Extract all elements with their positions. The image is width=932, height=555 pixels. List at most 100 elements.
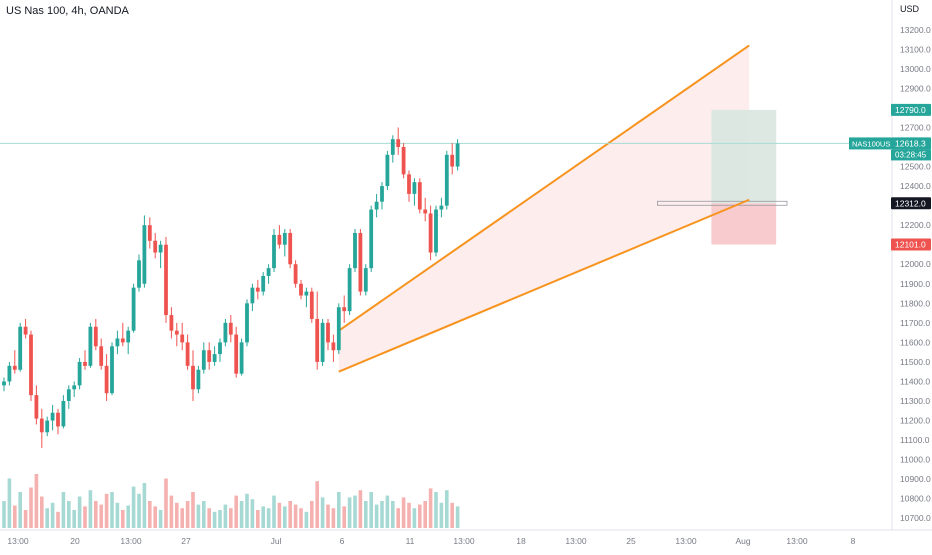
candle-body	[299, 283, 303, 296]
volume-bar	[315, 481, 319, 528]
candle-body	[158, 244, 163, 253]
volume-bar	[99, 504, 103, 528]
volume-bar	[293, 504, 298, 528]
volume-bar	[277, 502, 282, 528]
candle-body	[191, 365, 195, 390]
volume-bar	[67, 501, 71, 528]
volume-bar	[310, 501, 314, 528]
volume-bar	[283, 506, 287, 528]
volume-bar	[380, 501, 384, 528]
volume-bar	[2, 501, 6, 528]
volume-bar	[137, 493, 141, 528]
entry-price-label: 12312.0	[895, 198, 926, 208]
x-tick-label: 27	[181, 536, 191, 546]
candle-body	[347, 268, 352, 312]
volume-bar	[250, 499, 255, 528]
candle-body	[434, 209, 438, 253]
candle-body	[369, 209, 374, 269]
x-tick-label: 11	[406, 536, 415, 546]
volume-bar	[288, 501, 292, 528]
volume-bar	[115, 502, 120, 528]
candle-body	[336, 307, 341, 351]
candle-body	[201, 350, 206, 370]
volume-bar	[148, 501, 152, 528]
y-tick-label: 11500.0	[900, 357, 930, 367]
y-tick-label: 11000.0	[900, 455, 930, 465]
volume-bar	[396, 508, 400, 528]
volume-bar	[169, 495, 174, 528]
symbol-tag-label: NAS100USD	[852, 139, 896, 148]
channel-fill	[338, 45, 750, 372]
y-tick-label: 12700.0	[900, 122, 931, 132]
candle-body	[39, 418, 44, 433]
volume-bar	[412, 508, 417, 528]
candle-body	[174, 330, 179, 335]
candle-body	[66, 389, 71, 401]
candle-body	[401, 147, 406, 175]
entry-price-badge	[891, 197, 931, 210]
y-tick-label: 12500.0	[900, 162, 931, 172]
volume-bar	[304, 511, 309, 528]
x-tick-label: 13:00	[786, 536, 808, 546]
candle-body	[309, 291, 314, 319]
candle-body	[439, 205, 444, 210]
candle-body	[93, 326, 98, 347]
volume-bar	[153, 506, 157, 528]
volume-bar	[40, 496, 44, 528]
volume-bar	[29, 487, 33, 528]
candle-body	[153, 240, 158, 253]
volume-bar	[13, 505, 17, 528]
y-tick-label: 11300.0	[900, 396, 930, 406]
candle-body	[99, 346, 104, 366]
volume-bar	[202, 501, 206, 528]
current-price-badge	[891, 137, 931, 150]
candle-body	[353, 232, 357, 269]
y-tick-label: 12400.0	[900, 181, 931, 191]
candle-body	[45, 420, 50, 433]
x-tick-label: Jul	[271, 536, 282, 546]
volume-bar	[104, 493, 109, 528]
volume-bar	[121, 510, 125, 528]
candle-body	[2, 381, 6, 386]
volume-bar	[331, 508, 336, 528]
volume-bar	[158, 510, 163, 528]
volume-bar	[34, 474, 39, 528]
x-tick-label: 20	[70, 536, 80, 546]
candle-body	[282, 232, 287, 245]
volume-bar	[18, 492, 22, 528]
volume-bar	[45, 508, 49, 528]
volume-bar	[94, 501, 98, 528]
volume-bar	[126, 505, 130, 528]
volume-bar	[131, 486, 136, 528]
take-profit-zone	[711, 109, 777, 204]
candle-body	[266, 268, 271, 276]
candle-body	[23, 326, 28, 335]
candle-body	[180, 334, 185, 343]
candle-body	[315, 318, 320, 362]
candle-body	[396, 139, 401, 147]
symbol-tag-badge	[849, 137, 891, 150]
volume-bar	[374, 504, 379, 528]
x-tick-label: 18	[516, 536, 526, 546]
volume-bar	[61, 492, 66, 528]
volume-bar	[50, 502, 55, 528]
y-tick-label: 13100.0	[900, 44, 931, 54]
volume-bar	[164, 478, 168, 528]
candle-body	[12, 365, 17, 370]
x-tick-label: 13:00	[675, 536, 697, 546]
channel-upper-line	[338, 44, 750, 332]
candle-body	[239, 342, 244, 374]
candle-body	[428, 213, 433, 253]
x-tick-label: 25	[626, 536, 636, 546]
candle-body	[423, 209, 428, 214]
volume-bar	[369, 492, 373, 528]
y-tick-label: 11600.0	[900, 337, 930, 347]
stop-price-label: 12101.0	[895, 239, 926, 249]
volume-bar	[364, 501, 368, 528]
volume-bar	[56, 511, 60, 528]
candle-body	[115, 338, 120, 347]
volume-bar	[418, 504, 422, 528]
candle-body	[223, 322, 228, 343]
